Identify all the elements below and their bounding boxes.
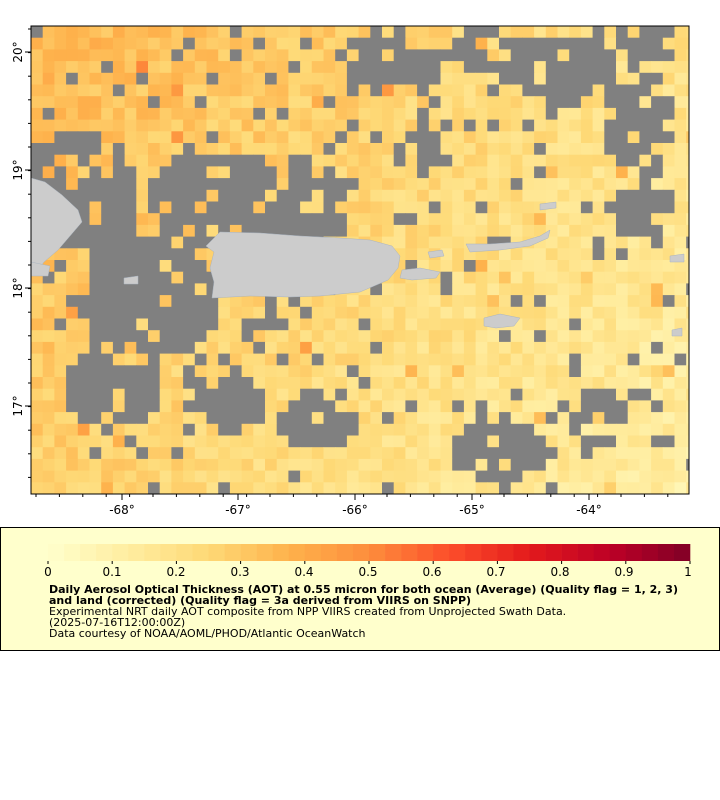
colorbar-tick-label: 1: [684, 565, 692, 579]
land-masses: [30, 177, 685, 337]
x-tick-label: -64°: [576, 503, 602, 517]
aot-grid: [31, 26, 689, 494]
x-tick-label: -67°: [225, 503, 251, 517]
legend-credit: Data courtesy of NOAA/AOML/PHOD/Atlantic…: [49, 627, 366, 640]
colorbar-tick-label: 0.1: [102, 565, 121, 579]
legend-title: Daily Aerosol Optical Thickness (AOT) at…: [49, 583, 678, 607]
colorbar-swatches: [47, 544, 691, 564]
colorbar-tick-label: 0.7: [486, 565, 505, 579]
colorbar-tick-label: 0.4: [294, 565, 313, 579]
y-tick-label: 19°: [11, 159, 25, 180]
colorbar-tick-label: 0.6: [422, 565, 441, 579]
x-tick-label: -65°: [459, 503, 485, 517]
x-tick-label: -66°: [342, 503, 368, 517]
colorbar-tick-label: 0: [44, 565, 52, 579]
colorbar: 0 0.1 0.2 0.3 0.4 0.5 0.6 0.7 0.8 0.9 1: [44, 544, 692, 579]
colorbar-tick-label: 0.3: [230, 565, 249, 579]
legend-text: Daily Aerosol Optical Thickness (AOT) at…: [49, 584, 689, 639]
legend-timestamp: (2025-07-16T12:00:00Z): [49, 616, 186, 629]
legend-panel: 0 0.1 0.2 0.3 0.4 0.5 0.6 0.7 0.8 0.9 1 …: [0, 527, 720, 651]
colorbar-tick-label: 0.2: [166, 565, 185, 579]
y-tick-label: 18°: [11, 277, 25, 298]
colorbar-tick-label: 0.9: [614, 565, 633, 579]
legend-description: Experimental NRT daily AOT composite fro…: [49, 605, 567, 618]
colorbar-tick-label: 0.5: [358, 565, 377, 579]
axis-ticks: [25, 28, 669, 500]
map: -68° -67° -66° -65° -64° 20° 19° 18° 17°: [11, 25, 690, 517]
y-tick-label: 17°: [11, 395, 25, 416]
y-tick-label: 20°: [11, 41, 25, 62]
x-tick-label: -68°: [109, 503, 135, 517]
map-frame: [30, 25, 690, 495]
colorbar-tick-label: 0.8: [550, 565, 569, 579]
